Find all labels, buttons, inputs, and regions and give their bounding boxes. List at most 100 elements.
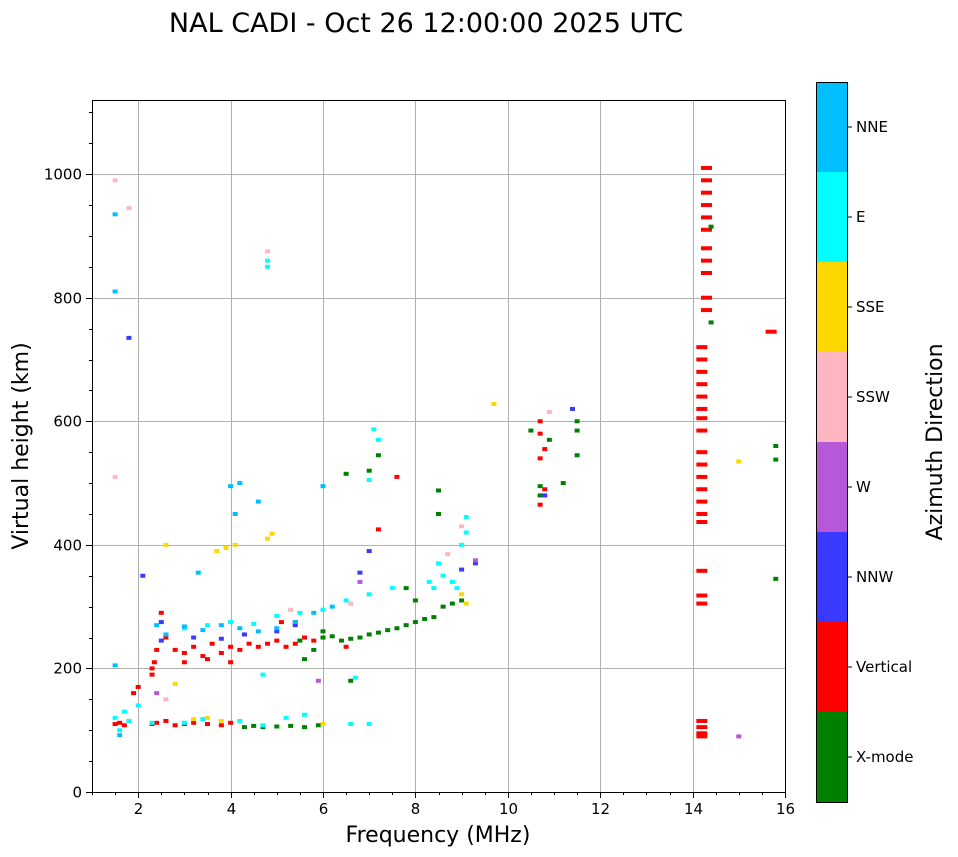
data-point-e xyxy=(260,723,266,728)
colorbar-swatch xyxy=(816,442,847,532)
colorbar-frame xyxy=(816,82,848,803)
data-point-x-mode xyxy=(537,484,543,489)
data-point-x-mode xyxy=(366,468,372,473)
data-point-x-mode xyxy=(320,635,326,640)
data-point-nne xyxy=(200,628,206,633)
data-point-vertical xyxy=(163,635,169,640)
x-tick-label: 10 xyxy=(499,800,518,818)
data-point-ssw xyxy=(112,178,118,183)
data-point-x-mode xyxy=(241,725,247,730)
data-point-w xyxy=(315,678,321,683)
data-point-x-mode xyxy=(574,428,580,433)
x-tick-label: 14 xyxy=(684,800,703,818)
colorbar-swatch xyxy=(816,532,847,622)
data-point-vertical xyxy=(237,647,243,652)
data-point-vertical xyxy=(537,431,543,436)
x-tick-label: 12 xyxy=(591,800,610,818)
data-point-nne xyxy=(195,570,201,575)
data-point-x-mode xyxy=(338,638,344,643)
data-point-nnw xyxy=(191,635,197,640)
colorbar-swatch xyxy=(816,262,847,352)
data-point-e xyxy=(366,592,372,597)
data-point-x-mode xyxy=(385,628,391,633)
data-point-e xyxy=(371,427,377,432)
colorbar-label: SSW xyxy=(856,388,890,406)
data-point-vertical xyxy=(696,487,708,492)
data-point-vertical xyxy=(228,660,234,665)
data-point-ssw xyxy=(126,206,132,211)
data-point-vertical xyxy=(158,610,164,615)
data-point-sse xyxy=(191,717,197,722)
y-axis: 0 200 400 600 800 1000 xyxy=(44,112,92,802)
data-point-nne xyxy=(237,481,243,486)
data-point-nne xyxy=(329,604,335,609)
data-point-e xyxy=(426,579,432,584)
data-point-x-mode xyxy=(403,623,409,628)
data-point-nnw xyxy=(126,335,132,340)
data-point-e xyxy=(440,573,446,578)
data-point-vertical xyxy=(112,722,118,727)
colorbar-swatch xyxy=(816,172,847,262)
colorbar-label: W xyxy=(856,478,871,496)
data-point-vertical xyxy=(228,720,234,725)
data-point-vertical xyxy=(542,487,548,492)
data-point-x-mode xyxy=(537,493,543,498)
x-axis-label: Frequency (MHz) xyxy=(346,823,531,848)
data-point-nne xyxy=(218,623,224,628)
data-point-vertical xyxy=(696,718,708,723)
data-point-e xyxy=(302,712,308,717)
plot-frame xyxy=(92,100,786,793)
data-point-vertical xyxy=(696,731,708,736)
data-point-vertical xyxy=(172,723,178,728)
data-point-vertical xyxy=(278,620,284,625)
data-point-sse xyxy=(172,681,178,686)
data-point-e xyxy=(459,542,465,547)
data-point-x-mode xyxy=(320,629,326,634)
data-point-vertical xyxy=(302,635,308,640)
data-point-vertical xyxy=(696,593,708,598)
data-point-vertical xyxy=(696,499,708,504)
data-point-x-mode xyxy=(546,437,552,442)
data-point-ssw xyxy=(163,697,169,702)
colorbar-label: X-mode xyxy=(856,748,913,766)
data-point-e xyxy=(181,720,187,725)
data-point-e xyxy=(149,720,155,725)
data-point-e xyxy=(449,579,455,584)
data-point-sse xyxy=(232,542,238,547)
data-point-x-mode xyxy=(422,617,428,621)
data-point-vertical xyxy=(537,502,543,507)
data-point-sse xyxy=(463,601,469,606)
data-point-vertical xyxy=(542,447,548,452)
data-point-nnw xyxy=(459,567,465,572)
data-point-x-mode xyxy=(288,723,294,728)
data-point-x-mode xyxy=(560,481,566,486)
data-point-nne xyxy=(112,212,118,217)
data-point-vertical xyxy=(700,165,712,170)
y-tick-label: 1000 xyxy=(44,166,82,184)
data-point-sse xyxy=(320,722,326,727)
data-point-sse xyxy=(218,718,224,723)
data-point-vertical xyxy=(163,718,169,723)
x-axis: 2 4 6 8 10 12 14 16 xyxy=(92,792,795,818)
data-point-e xyxy=(431,586,437,591)
data-point-sse xyxy=(223,545,229,550)
data-point-vertical xyxy=(375,527,381,532)
data-point-x-mode xyxy=(274,724,280,729)
data-point-vertical xyxy=(696,357,708,362)
data-point-vertical xyxy=(209,641,215,646)
data-point-nnw xyxy=(158,638,164,643)
data-point-sse xyxy=(214,549,220,554)
data-point-vertical xyxy=(172,647,178,652)
data-point-sse xyxy=(265,536,271,541)
data-point-vertical xyxy=(218,650,224,655)
data-point-nnw xyxy=(140,573,146,578)
data-point-x-mode xyxy=(773,444,779,448)
data-point-nne xyxy=(320,484,326,489)
colorbar-label: NNW xyxy=(856,568,893,586)
chart-title: NAL CADI - Oct 26 12:00:00 2025 UTC xyxy=(169,8,683,39)
data-point-e xyxy=(343,598,349,603)
data-point-nne xyxy=(228,484,234,489)
data-point-x-mode xyxy=(574,453,580,458)
grid xyxy=(92,100,785,792)
